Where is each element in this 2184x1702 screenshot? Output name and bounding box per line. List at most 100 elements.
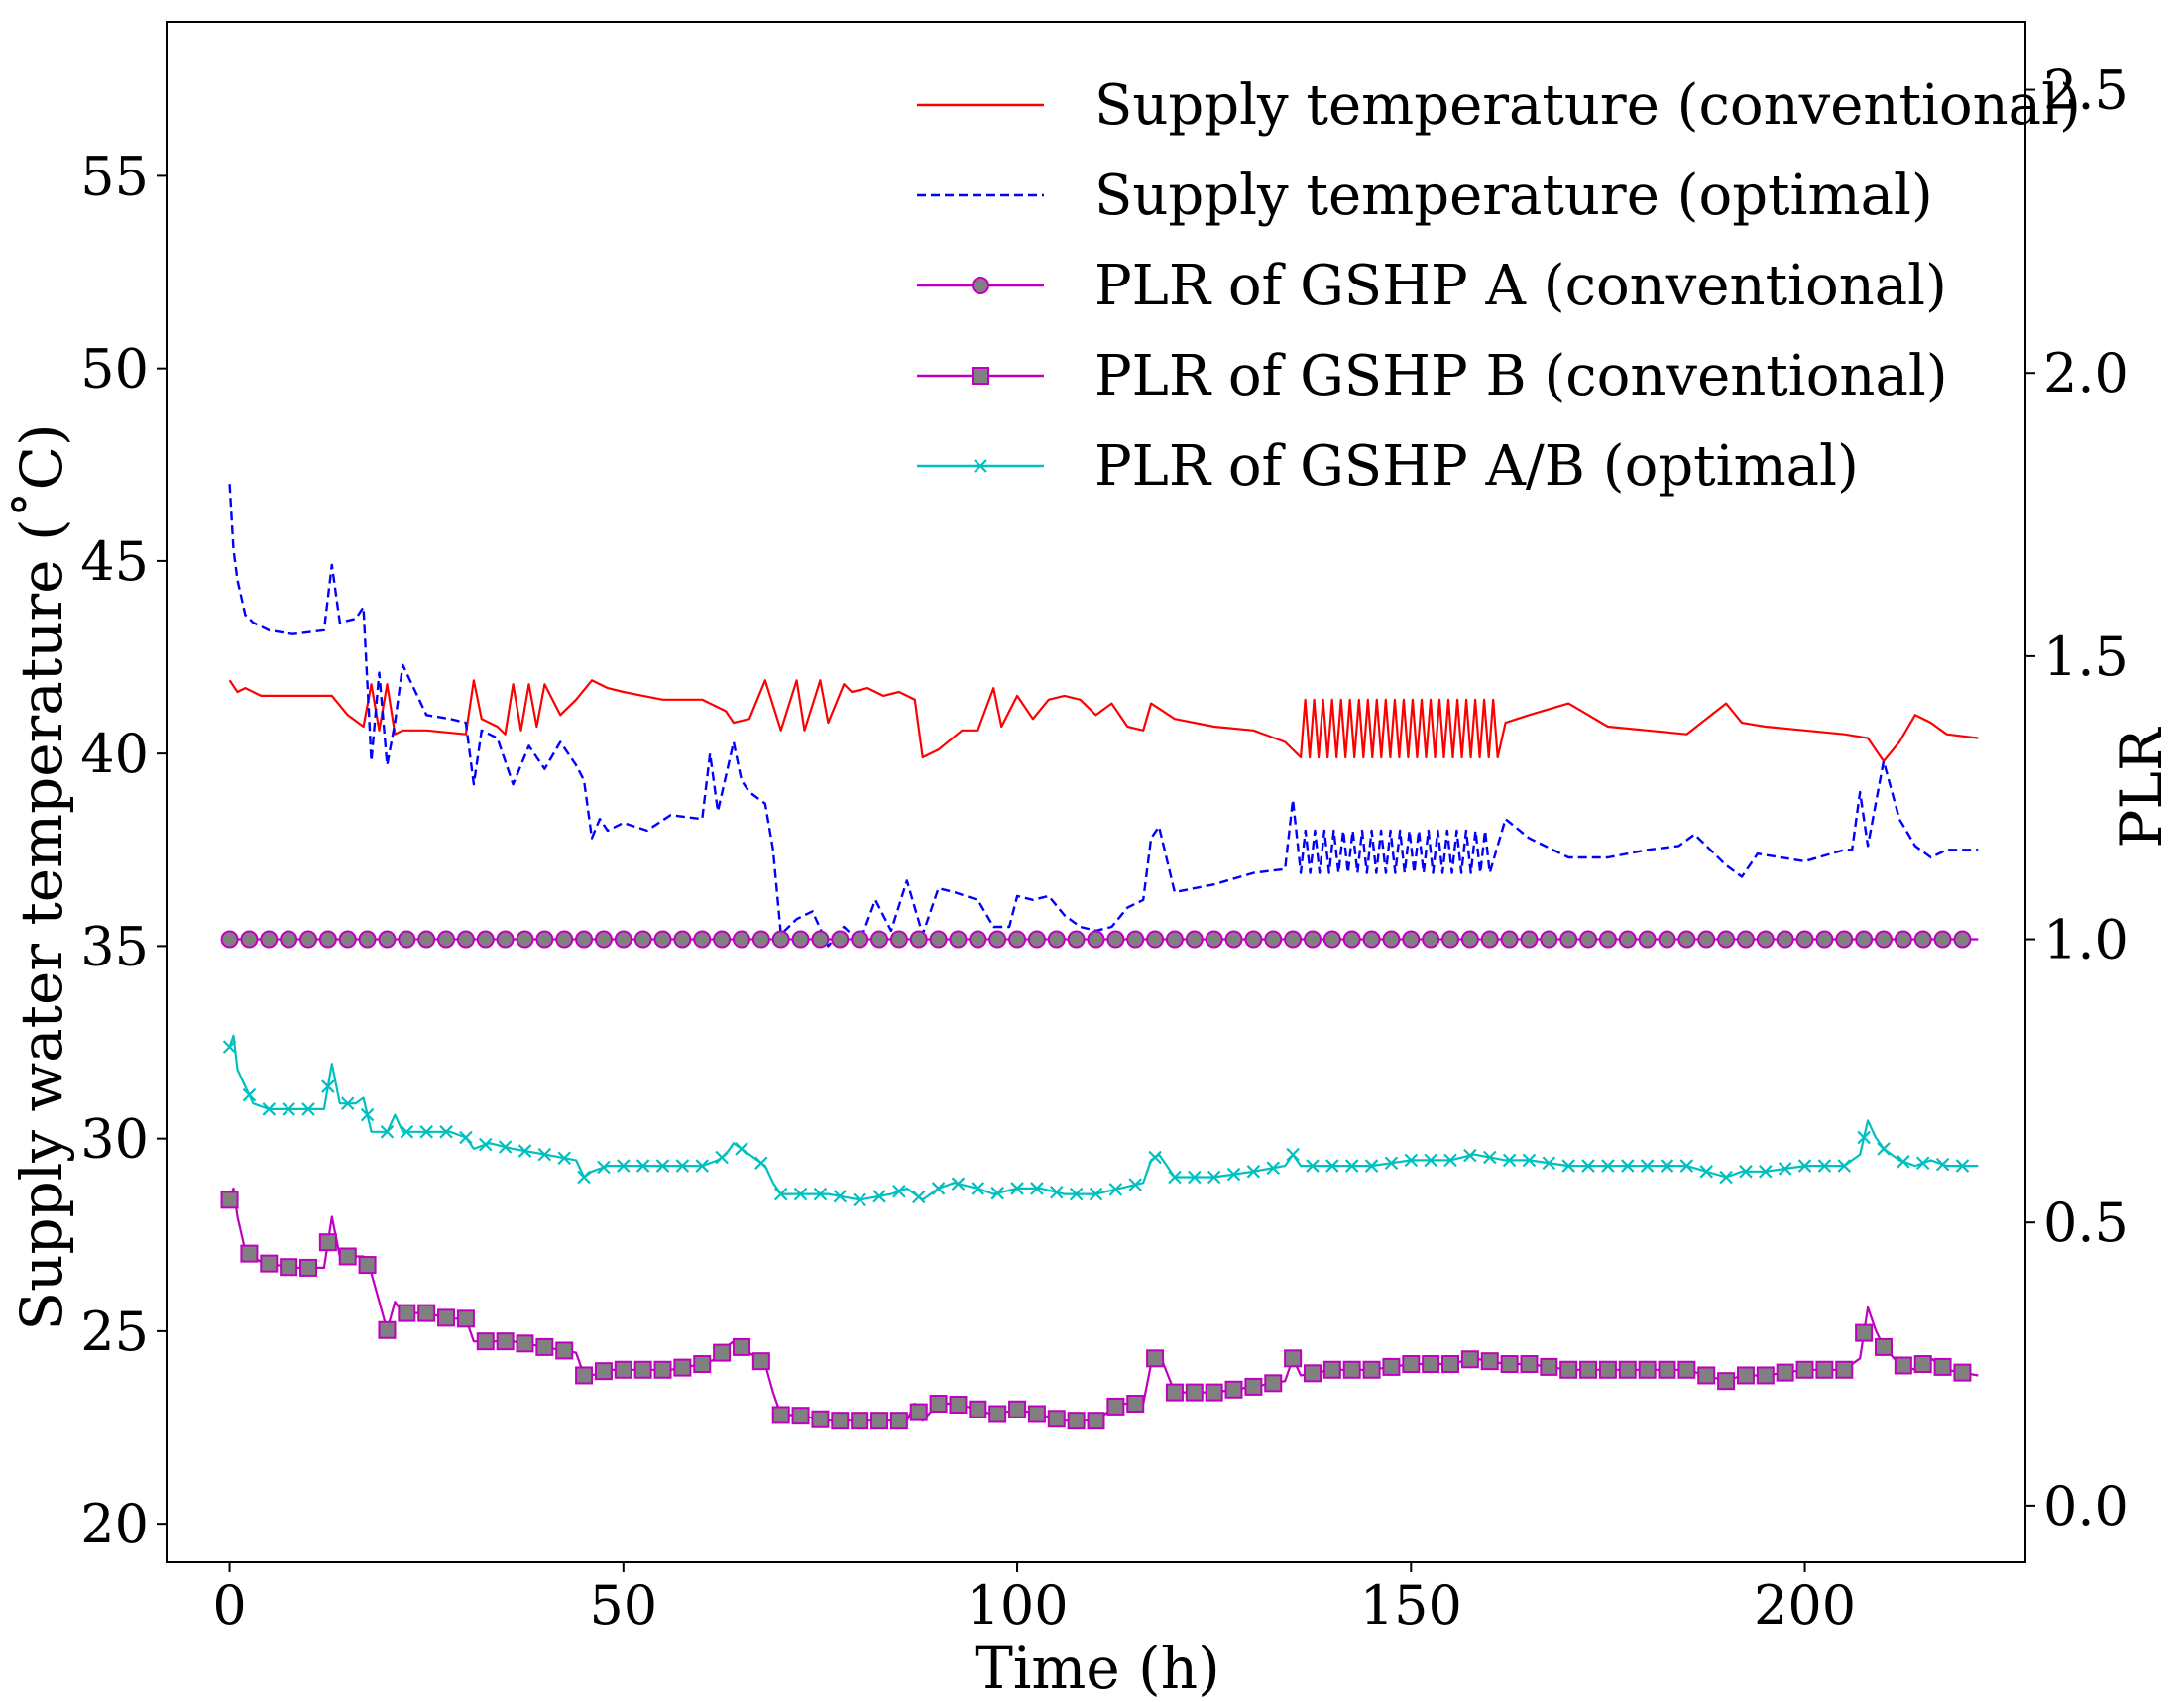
x-tick-label: 50 <box>589 1574 657 1637</box>
data-point <box>1559 930 1578 949</box>
series-layer <box>220 484 1979 1430</box>
data-point <box>1837 1159 1852 1173</box>
data-point <box>398 1304 416 1322</box>
data-point <box>1441 1355 1460 1374</box>
data-point <box>496 1332 515 1351</box>
data-point <box>732 1337 750 1356</box>
x-tick-label: 100 <box>967 1574 1069 1637</box>
series-4 <box>220 1187 1979 1430</box>
data-point <box>1897 1155 1910 1169</box>
data-point <box>476 1332 495 1351</box>
data-point <box>1325 1159 1339 1173</box>
data-point <box>695 1159 710 1173</box>
data-point <box>851 930 869 949</box>
data-point <box>1027 930 1046 949</box>
data-point <box>1480 930 1499 949</box>
data-point <box>1185 1383 1204 1402</box>
data-point <box>1756 930 1775 949</box>
data-point <box>713 930 732 949</box>
data-point <box>360 1107 375 1122</box>
data-point <box>1913 1355 1932 1374</box>
data-point <box>1520 930 1539 949</box>
data-point <box>1660 1159 1674 1173</box>
data-point <box>988 930 1007 949</box>
data-point <box>949 930 968 949</box>
series-1 <box>228 679 1979 762</box>
data-point <box>380 1125 395 1139</box>
data-point <box>260 1254 279 1273</box>
data-point <box>516 930 534 949</box>
series-2 <box>228 484 1979 948</box>
data-point <box>1165 1383 1184 1402</box>
data-point <box>1776 930 1794 949</box>
data-point <box>853 1192 866 1207</box>
data-point <box>872 1190 886 1203</box>
data-point <box>909 1403 928 1421</box>
data-point <box>1188 1170 1202 1185</box>
data-point <box>1128 1178 1143 1191</box>
data-point <box>791 930 810 949</box>
data-point <box>1146 1349 1165 1368</box>
data-point <box>459 1130 473 1145</box>
data-point <box>1069 1187 1084 1201</box>
x-tick-label: 150 <box>1360 1574 1462 1637</box>
data-point <box>1027 1405 1046 1423</box>
data-point <box>614 930 632 949</box>
data-point <box>1126 1395 1145 1414</box>
x-axis-title: Time (h) <box>975 1635 1220 1702</box>
data-point <box>1717 930 1736 949</box>
data-point <box>811 930 830 949</box>
data-point <box>537 1147 552 1162</box>
data-point <box>517 1144 532 1158</box>
data-point <box>1422 1355 1440 1374</box>
data-point <box>222 1040 237 1054</box>
data-point <box>1579 1360 1598 1379</box>
data-point <box>673 930 692 949</box>
data-point <box>889 1412 908 1430</box>
data-point <box>1874 1337 1893 1356</box>
data-point <box>1638 1360 1657 1379</box>
data-point <box>301 1102 315 1116</box>
data-point <box>813 1187 828 1201</box>
legend-item: Supply temperature (optimal) <box>917 164 1933 228</box>
data-point <box>1933 930 1952 949</box>
data-point <box>1894 1356 1912 1375</box>
data-point <box>751 1352 770 1371</box>
data-point <box>1463 1148 1477 1163</box>
data-point <box>1224 1380 1243 1399</box>
data-point <box>833 1190 848 1203</box>
data-point <box>1264 930 1283 949</box>
data-point <box>1658 1360 1676 1379</box>
data-point <box>1736 1366 1755 1385</box>
data-point <box>1717 1372 1736 1391</box>
data-point <box>1303 930 1322 949</box>
data-point <box>1030 1182 1044 1195</box>
data-point <box>633 1360 652 1379</box>
data-point <box>1322 930 1341 949</box>
data-point <box>1246 1165 1261 1179</box>
data-point <box>870 1412 889 1430</box>
data-point <box>851 1412 869 1430</box>
legend-item: Supply temperature (conventional) <box>917 73 2081 138</box>
y-left-tick-label: 55 <box>80 145 149 207</box>
data-point <box>1500 930 1519 949</box>
data-point <box>1185 930 1204 949</box>
data-point <box>1579 930 1598 949</box>
legend: Supply temperature (conventional) Supply … <box>917 73 2081 499</box>
series-5 <box>222 1034 1979 1207</box>
data-point <box>732 930 750 949</box>
data-point <box>831 1412 850 1430</box>
data-point <box>1108 1183 1123 1196</box>
data-point <box>1284 930 1303 949</box>
legend-label: PLR of GSHP A (conventional) <box>1094 254 1947 318</box>
data-point <box>398 930 416 949</box>
legend-label: Supply temperature (optimal) <box>1094 164 1933 228</box>
data-point <box>1404 1153 1419 1168</box>
data-point <box>1874 930 1893 949</box>
data-point <box>577 1170 591 1185</box>
data-point <box>1815 930 1834 949</box>
data-point <box>1658 930 1676 949</box>
y-left-tick-label: 20 <box>80 1493 149 1555</box>
data-point <box>516 1334 534 1353</box>
data-point <box>693 930 712 949</box>
